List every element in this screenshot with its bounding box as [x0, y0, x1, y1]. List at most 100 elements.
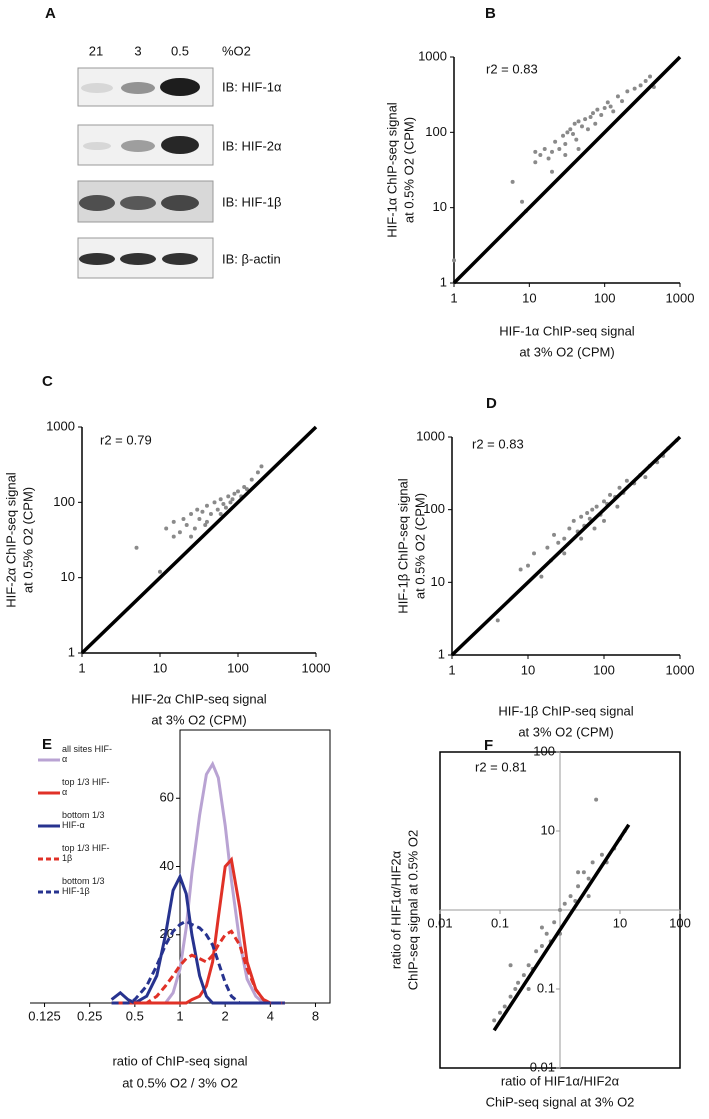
x-axis-title: at 0.5% O2 / 3% O2 — [122, 1075, 238, 1090]
point — [195, 507, 200, 512]
x-tick-label: 4 — [267, 1008, 274, 1023]
x-tick-label: 0.1 — [491, 915, 509, 930]
x-tick-label: 100 — [593, 662, 615, 677]
legend-label: bottom 1/3 HIF-α — [62, 810, 105, 830]
point — [539, 944, 544, 949]
legend-label: top 1/3 HIF-α — [62, 777, 110, 797]
x-axis-title: at 3% O2 (CPM) — [518, 724, 613, 739]
series-line — [110, 872, 285, 1005]
point — [553, 139, 558, 144]
point — [244, 487, 249, 492]
point — [587, 516, 592, 521]
point — [593, 121, 598, 126]
x-tick-label: 10 — [521, 662, 535, 677]
point — [259, 464, 264, 469]
point — [550, 149, 555, 154]
y-tick-label: 100 — [425, 124, 447, 139]
point — [212, 500, 217, 505]
point — [203, 523, 208, 528]
point — [518, 567, 523, 572]
blot-row-label: IB: HIF-1α — [222, 79, 282, 94]
point — [550, 169, 555, 174]
point — [539, 925, 544, 930]
point — [571, 132, 576, 137]
y-tick-label: 1000 — [418, 48, 447, 63]
band — [121, 82, 155, 94]
x-tick-label: 100 — [669, 915, 691, 930]
panel-label: B — [485, 5, 496, 22]
y-tick-label: 60 — [160, 790, 174, 805]
x-tick-label: 1000 — [302, 660, 331, 675]
point — [581, 870, 586, 875]
point — [592, 526, 597, 531]
point — [452, 258, 456, 263]
point — [208, 512, 213, 517]
point — [574, 137, 579, 142]
y-tick-label: 10 — [541, 822, 555, 837]
band — [162, 253, 198, 265]
series-line — [111, 856, 285, 1005]
point — [565, 130, 570, 135]
point — [576, 147, 581, 152]
band — [121, 140, 155, 152]
point — [546, 156, 551, 161]
x-tick-label: 2 — [222, 1008, 229, 1023]
y-axis-title: ChIP-seq signal at 0.5% O2 — [405, 830, 420, 990]
point — [171, 519, 176, 524]
y-axis-title: at 0.5% O2 (CPM) — [401, 117, 416, 223]
x-tick-label: 10 — [153, 660, 167, 675]
point — [602, 518, 606, 523]
point — [189, 534, 194, 539]
x-tick-label: 1 — [78, 660, 85, 675]
point — [599, 112, 604, 117]
point — [561, 133, 566, 138]
band — [161, 136, 199, 154]
point — [557, 147, 562, 152]
plot-frame — [179, 729, 331, 1004]
x-tick-label: 100 — [227, 660, 249, 675]
point — [228, 500, 233, 505]
blot-row-label: IB: HIF-1β — [222, 194, 281, 209]
band — [161, 195, 199, 211]
point — [632, 86, 637, 91]
y-tick-label: 100 — [423, 501, 445, 516]
point — [158, 569, 162, 574]
band — [79, 253, 115, 265]
western-blot: A 21 3 0.5 %O2 IB: HIF-1α IB: HIF-2α IB:… — [45, 5, 282, 279]
series-line — [111, 919, 285, 1005]
point — [611, 109, 616, 114]
y-tick-label: 10 — [431, 574, 445, 589]
point — [562, 551, 567, 556]
lane-label: 21 — [89, 43, 103, 58]
point — [510, 179, 515, 184]
point — [602, 499, 606, 504]
point — [189, 512, 194, 517]
y-tick-label: 10 — [61, 569, 75, 584]
y-tick-label: 100 — [53, 494, 75, 509]
point — [576, 870, 581, 875]
point — [532, 551, 537, 556]
point — [576, 119, 581, 124]
point — [579, 124, 584, 129]
point — [594, 797, 599, 802]
x-tick-label: 10 — [613, 915, 627, 930]
point — [221, 502, 226, 507]
point — [223, 505, 228, 510]
point — [617, 485, 622, 490]
point — [615, 94, 620, 99]
point — [615, 504, 620, 509]
panel-label: E — [42, 736, 52, 753]
point — [567, 526, 572, 531]
identity-line — [80, 425, 318, 655]
point — [602, 106, 607, 111]
y-axis-title: HIF-2α ChIP-seq signal — [3, 472, 18, 608]
x-axis-title: ratio of ChIP-seq signal — [112, 1053, 247, 1068]
point — [625, 89, 630, 94]
legend-label: all sites HIF-α — [62, 744, 113, 764]
x-tick-label: 1000 — [666, 290, 695, 305]
x-axis-title: ChiP-seq signal at 3% O2 — [486, 1094, 635, 1109]
band — [120, 196, 156, 210]
identity-line — [452, 55, 682, 285]
point — [590, 860, 595, 865]
point — [226, 494, 231, 499]
